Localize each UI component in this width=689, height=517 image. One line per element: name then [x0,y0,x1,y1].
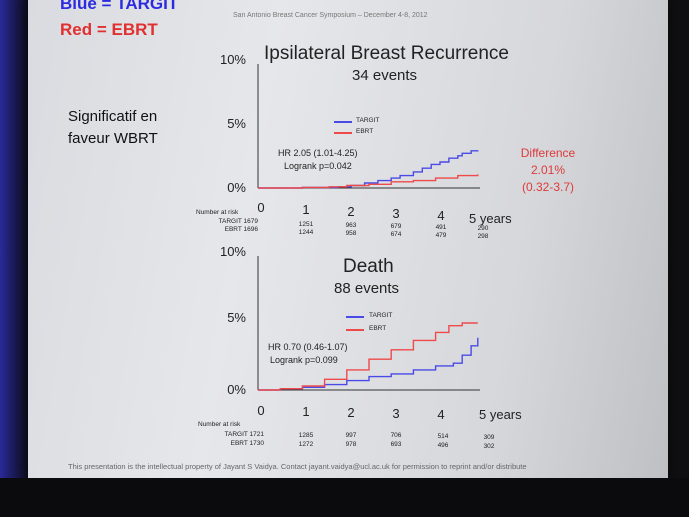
legend-blue-text: Blue = TARGIT [60,0,179,13]
hazard-ratio: HR 2.05 (1.01-4.25) [278,148,358,158]
legend-label-ebrt: EBRT [356,128,374,135]
x-tick-label: 1 [302,202,310,217]
series-line-ebrt [258,322,478,391]
risk-value: 514 [437,433,449,440]
screen-bottom [0,478,689,517]
risk-value: 290 [477,225,489,232]
x-tick-label: 2 [347,405,355,420]
presentation-slide: Blue = TARGIT Red = EBRT San Antonio Bre… [28,0,668,478]
series-line-ebrt [258,174,479,189]
difference-value: 2.01% [530,163,566,177]
legend-label-ebrt: EBRT [369,325,387,332]
x-tick-label: 0 [257,403,265,418]
risk-value: 479 [435,232,447,239]
chart-subtitle: 34 events [352,67,418,84]
risk-value: 1244 [298,229,314,236]
x-tick-label: 5 years [479,407,522,422]
chart-title: Death [343,256,394,277]
risk-row-label: EBRT 1696 [224,226,258,233]
x-tick-label: 3 [392,206,400,221]
legend-label-targit: TARGIT [356,117,380,124]
risk-table-header: Number at risk [196,209,239,216]
conference-banner: San Antonio Breast Cancer Symposium – De… [233,12,428,19]
risk-row-label: TARGIT 1679 [218,218,259,225]
legend-swatch-targit [334,121,352,123]
x-tick-label: 0 [257,200,265,215]
legend-swatch-ebrt [346,329,364,331]
x-tick-label: 4 [437,407,445,422]
logrank-p: Logrank p=0.099 [270,355,338,365]
risk-value: 298 [477,233,489,240]
hazard-ratio: HR 0.70 (0.46-1.07) [268,342,348,352]
risk-value: 302 [483,443,495,450]
risk-value: 491 [435,224,447,231]
difference-ci: (0.32-3.7) [521,180,575,194]
risk-value: 958 [345,230,357,237]
legend-swatch-targit [346,316,364,318]
legend-label-targit: TARGIT [369,312,393,319]
chart-title: Ipsilateral Breast Recurrence [264,43,509,64]
y-tick-label: 5% [227,116,246,131]
x-tick-label: 4 [437,208,445,223]
y-tick-label: 0% [227,382,246,397]
y-tick-label: 10% [219,244,246,259]
risk-row-label: TARGIT 1721 [224,431,265,438]
difference-label: Difference [520,146,576,160]
risk-table-header: Number at risk [198,421,241,428]
km-plot-death [257,256,480,391]
x-tick-label: 2 [347,204,355,219]
x-tick-label: 3 [392,406,400,421]
risk-value: 693 [390,441,402,448]
legend-swatch-ebrt [334,132,352,134]
risk-value: 496 [437,442,449,449]
annotation-note: Significatif en faveur WBRT [68,108,158,147]
logrank-p: Logrank p=0.042 [284,161,352,171]
risk-value: 997 [345,432,357,439]
risk-value: 1285 [298,432,314,439]
risk-value: 674 [390,231,402,238]
y-tick-label: 10% [219,52,246,67]
legend-red-text: Red = EBRT [60,20,158,39]
risk-value: 963 [345,222,357,229]
slide-footer: This presentation is the intellectual pr… [68,462,527,471]
x-tick-label: 1 [302,404,310,419]
y-tick-label: 0% [227,180,246,195]
y-tick-label: 5% [227,310,246,325]
risk-value: 309 [483,434,495,441]
risk-value: 679 [390,223,402,230]
risk-value: 1251 [298,221,314,228]
risk-value: 1272 [298,441,314,448]
km-plot-recurrence [257,64,480,189]
screen-edge [0,0,30,517]
risk-value: 978 [345,441,357,448]
series-line-targit [258,150,479,189]
risk-value: 706 [390,432,402,439]
chart-subtitle: 88 events [334,280,400,297]
x-tick-label: 5 years [469,211,512,226]
risk-row-label: EBRT 1730 [230,440,264,447]
